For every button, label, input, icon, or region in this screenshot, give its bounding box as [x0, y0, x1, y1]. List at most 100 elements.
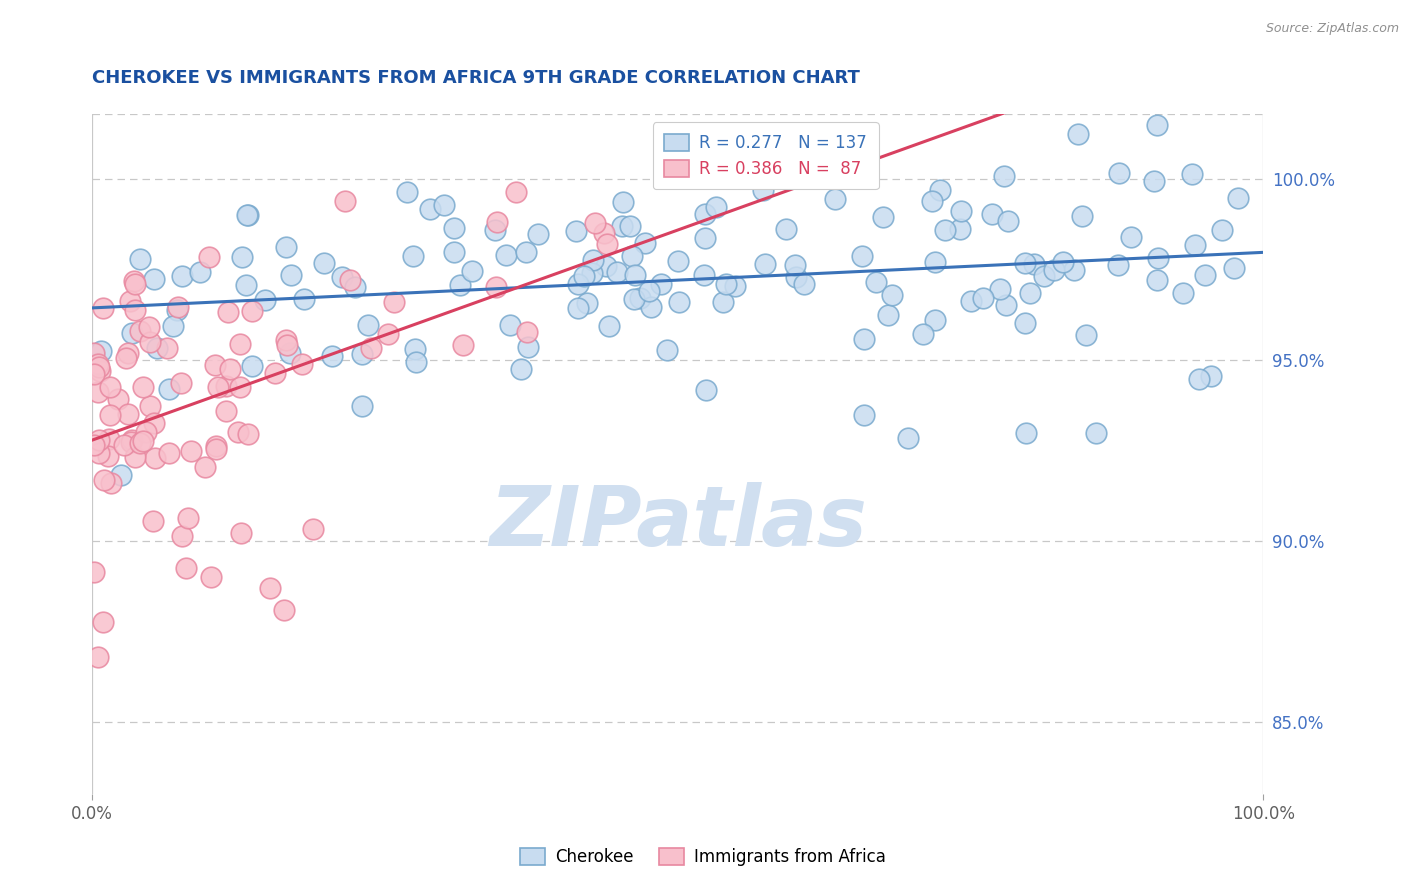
Point	[924, 255, 946, 269]
Point	[668, 294, 690, 309]
Point	[581, 266, 603, 280]
Point	[592, 227, 614, 241]
Point	[865, 275, 887, 289]
Point	[567, 301, 589, 316]
Point	[174, 561, 197, 575]
Point	[139, 334, 162, 349]
Point	[114, 351, 136, 365]
Point	[595, 259, 617, 273]
Point	[1033, 269, 1056, 284]
Point	[276, 334, 298, 348]
Point	[575, 296, 598, 310]
Point	[1018, 285, 1040, 300]
Point	[785, 269, 807, 284]
Point	[1181, 167, 1204, 181]
Point	[240, 304, 263, 318]
Point	[853, 332, 876, 346]
Point	[451, 338, 474, 352]
Point	[120, 434, 142, 449]
Point	[274, 240, 297, 254]
Point	[207, 379, 229, 393]
Point	[484, 280, 506, 294]
Point	[360, 341, 382, 355]
Point	[988, 282, 1011, 296]
Point	[574, 268, 596, 283]
Point	[704, 200, 727, 214]
Point	[527, 227, 550, 241]
Point	[87, 384, 110, 399]
Point	[112, 438, 135, 452]
Point	[117, 407, 139, 421]
Point	[693, 230, 716, 244]
Point	[623, 268, 645, 282]
Point	[505, 186, 527, 200]
Point	[180, 444, 202, 458]
Point	[640, 300, 662, 314]
Point	[405, 342, 427, 356]
Point	[620, 250, 643, 264]
Point	[972, 291, 994, 305]
Point	[851, 249, 873, 263]
Point	[515, 245, 537, 260]
Point	[623, 293, 645, 307]
Point	[177, 511, 200, 525]
Point	[292, 292, 315, 306]
Point	[993, 169, 1015, 183]
Point	[124, 450, 146, 464]
Point	[205, 439, 228, 453]
Point	[228, 380, 250, 394]
Point	[339, 273, 361, 287]
Point	[89, 364, 111, 378]
Point	[259, 581, 281, 595]
Point	[461, 264, 484, 278]
Point	[90, 343, 112, 358]
Point	[876, 309, 898, 323]
Point	[236, 208, 259, 222]
Point	[97, 449, 120, 463]
Point	[950, 203, 973, 218]
Point	[783, 258, 806, 272]
Point	[1052, 254, 1074, 268]
Point	[981, 207, 1004, 221]
Point	[997, 214, 1019, 228]
Point	[924, 313, 946, 327]
Point	[117, 346, 139, 360]
Point	[139, 400, 162, 414]
Point	[382, 294, 405, 309]
Point	[83, 438, 105, 452]
Text: CHEROKEE VS IMMIGRANTS FROM AFRICA 9TH GRADE CORRELATION CHART: CHEROKEE VS IMMIGRANTS FROM AFRICA 9TH G…	[93, 69, 860, 87]
Point	[170, 376, 193, 391]
Point	[1071, 209, 1094, 223]
Point	[666, 254, 689, 268]
Point	[1121, 230, 1143, 244]
Point	[872, 210, 894, 224]
Point	[166, 303, 188, 318]
Point	[83, 565, 105, 579]
Point	[1211, 223, 1233, 237]
Point	[395, 185, 418, 199]
Point	[87, 446, 110, 460]
Point	[1171, 285, 1194, 300]
Point	[135, 425, 157, 439]
Point	[1022, 257, 1045, 271]
Point	[146, 341, 169, 355]
Point	[1043, 263, 1066, 277]
Point	[200, 570, 222, 584]
Point	[994, 298, 1017, 312]
Point	[634, 235, 657, 250]
Point	[934, 223, 956, 237]
Point	[1143, 174, 1166, 188]
Point	[98, 408, 121, 422]
Point	[231, 526, 253, 541]
Point	[231, 250, 253, 264]
Point	[484, 223, 506, 237]
Point	[263, 366, 285, 380]
Point	[312, 256, 335, 270]
Point	[159, 446, 181, 460]
Point	[419, 202, 441, 217]
Text: ZIPatlas: ZIPatlas	[489, 482, 866, 563]
Point	[824, 192, 846, 206]
Point	[928, 183, 950, 197]
Point	[129, 435, 152, 450]
Point	[235, 278, 257, 293]
